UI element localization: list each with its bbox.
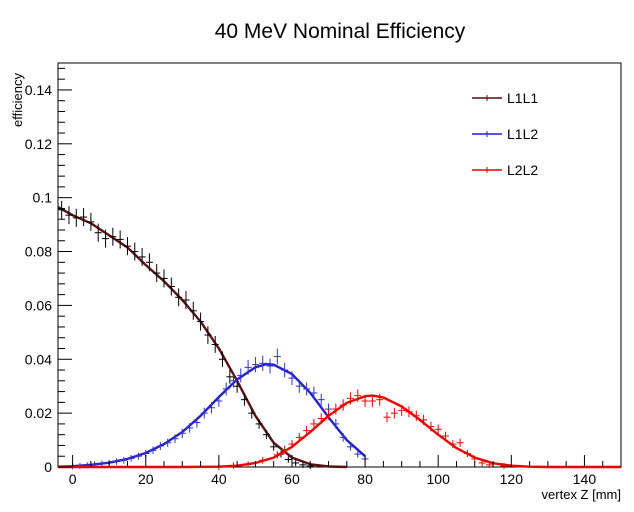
x-tick-label: 120: [500, 471, 524, 487]
chart-title: 40 MeV Nominal Efficiency: [215, 20, 466, 43]
axis-ticks: 0 20 40 60 80 100 120 140 0 0.02 0.04 0.06 0.08 0.1 0.…: [25, 67, 622, 487]
legend-label-L1L1: L1L1: [507, 90, 538, 106]
legend: L1L1 L1L2 L2L2: [472, 90, 538, 178]
x-tick-label: 0: [69, 471, 77, 487]
y-tick-label: 0.14: [25, 82, 52, 98]
y-tick-label: 0.1: [33, 190, 53, 206]
fit-curve-L1L1: [57, 206, 347, 469]
x-tick-label: 80: [357, 471, 373, 487]
fit-curve-L1L2: [57, 362, 366, 468]
y-tick-label: 0.04: [25, 351, 52, 367]
x-tick-label: 140: [573, 471, 597, 487]
series-L2L2: [58, 389, 621, 470]
y-axis-label: efficiency: [10, 73, 25, 127]
y-tick-label: 0.12: [25, 136, 52, 152]
series-L1L1: [57, 200, 347, 469]
x-tick-label: 60: [284, 471, 300, 487]
x-tick-label: 100: [427, 471, 451, 487]
y-tick-label: 0.08: [25, 244, 52, 260]
legend-label-L1L2: L1L2: [507, 126, 538, 142]
y-tick-label: 0: [44, 459, 52, 475]
legend-label-L2L2: L2L2: [507, 162, 538, 178]
series-L1L2: [57, 348, 369, 470]
y-tick-label: 0.06: [25, 297, 52, 313]
y-tick-label: 0.02: [25, 405, 52, 421]
x-tick-label: 20: [138, 471, 154, 487]
plot-area: [57, 62, 622, 470]
x-tick-label: 40: [211, 471, 227, 487]
x-axis-label: vertex Z [mm]: [542, 487, 621, 502]
